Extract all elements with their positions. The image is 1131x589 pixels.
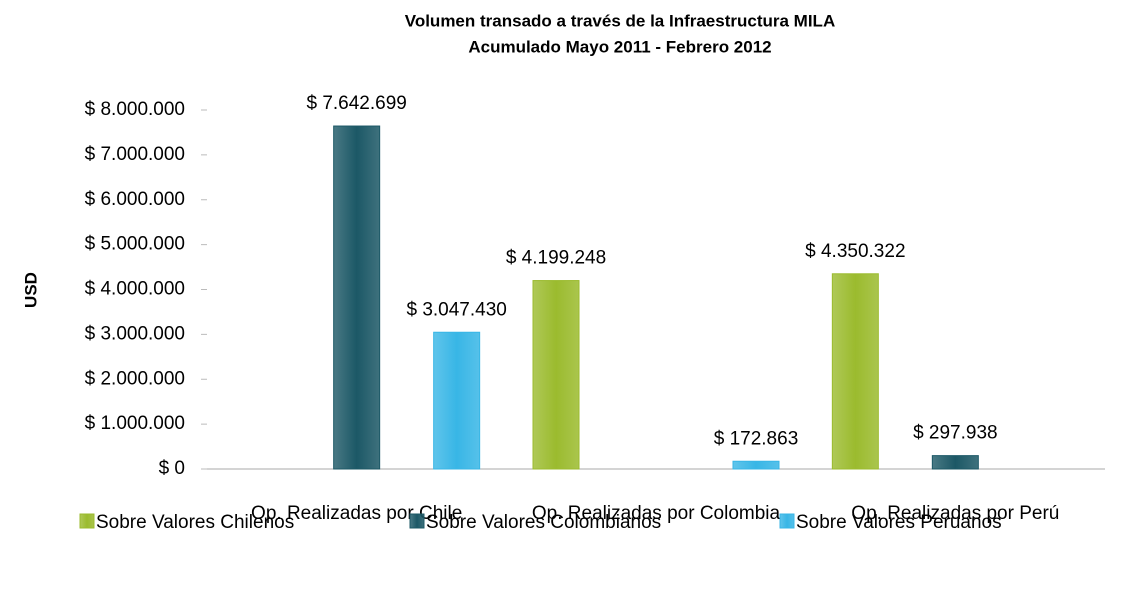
legend-swatch <box>79 513 95 529</box>
y-tick-label: $ 7.000.000 <box>85 144 185 165</box>
bar <box>333 125 381 470</box>
bar <box>931 455 979 470</box>
bar <box>732 460 780 470</box>
y-tick-label: $ 3.000.000 <box>85 323 185 344</box>
bar <box>433 331 481 470</box>
data-label: $ 4.350.322 <box>805 241 905 262</box>
bar <box>532 280 580 470</box>
data-label: $ 3.047.430 <box>406 299 506 320</box>
y-axis-label: USD <box>21 272 40 308</box>
legend-label: Sobre Valores Colombianos <box>426 512 661 533</box>
x-tick-label: Op. Realizadas por Perú <box>851 503 1059 524</box>
data-label: $ 4.199.248 <box>506 248 606 269</box>
chart-title: Volumen transado a través de la Infraest… <box>405 11 835 30</box>
y-tick-label: $ 8.000.000 <box>85 99 185 120</box>
y-tick-label: $ 4.000.000 <box>85 279 185 300</box>
y-tick-label: $ 1.000.000 <box>85 413 185 434</box>
y-tick-label: $ 2.000.000 <box>85 368 185 389</box>
chart-subtitle: Acumulado Mayo 2011 - Febrero 2012 <box>468 37 771 56</box>
legend-swatch <box>779 513 795 529</box>
legend-swatch <box>409 513 425 529</box>
y-tick-label: $ 6.000.000 <box>85 189 185 210</box>
data-label: $ 297.938 <box>913 423 998 444</box>
x-tick-label: Op. Realizadas por Colombia <box>532 503 781 524</box>
y-tick-label: $ 5.000.000 <box>85 234 185 255</box>
legend-label: Sobre Valores Chilenos <box>96 512 294 533</box>
data-label: $ 172.863 <box>714 428 799 449</box>
bar <box>831 273 879 470</box>
legend-label: Sobre Valores Peruanos <box>796 512 1002 533</box>
y-tick-label: $ 0 <box>159 458 185 479</box>
x-tick-label: Op. Realizadas por Chile <box>251 503 462 524</box>
data-label: $ 7.642.699 <box>306 93 406 114</box>
